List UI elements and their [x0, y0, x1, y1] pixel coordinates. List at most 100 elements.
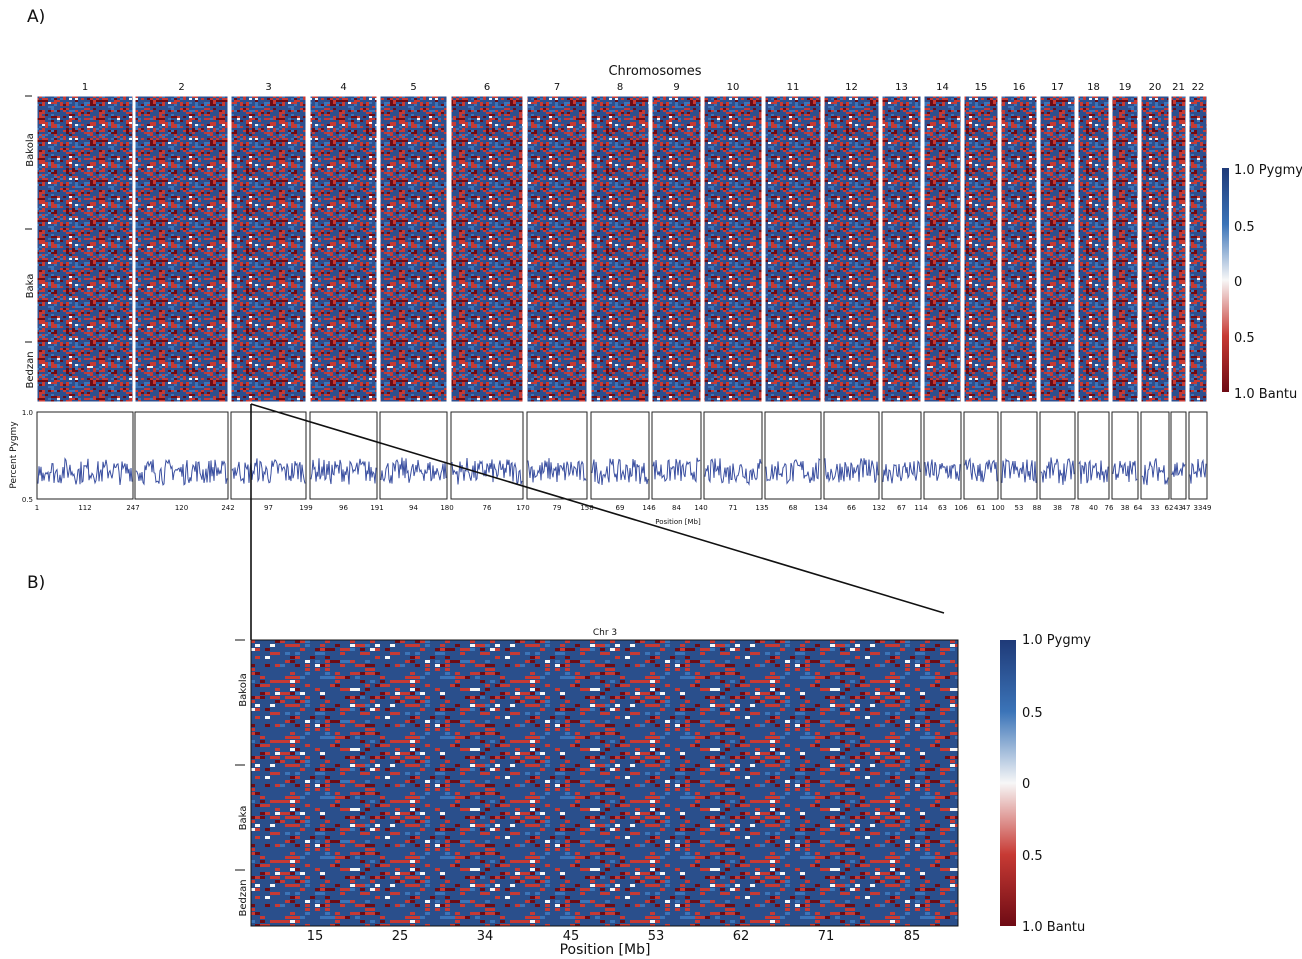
- chromosome-heatmap-15: [963, 95, 999, 403]
- chromosome-label: 11: [787, 82, 800, 93]
- chromosome-heatmap-4: [309, 95, 378, 403]
- chromosome-label: 15: [975, 82, 988, 93]
- percent-pygmy-line-22: [1189, 458, 1207, 484]
- position-tick-label: 66: [847, 504, 856, 512]
- chromosome-label: 7: [554, 82, 560, 93]
- chromosome-label: 18: [1087, 82, 1100, 93]
- percent-pygmy-line-18: [1078, 459, 1109, 484]
- chromosome-label: 6: [484, 82, 490, 93]
- percent-pygmy-line-4: [310, 458, 377, 485]
- percent-pygmy-line-21: [1171, 462, 1186, 477]
- position-tick-label: 76: [483, 504, 492, 512]
- chromosome-label: 4: [340, 82, 346, 93]
- position-tick-label: 191: [370, 504, 383, 512]
- chromosome-heatmap-2: [134, 95, 229, 403]
- chromosome-heatmap-5: [379, 95, 448, 403]
- position-tick-label: 199: [299, 504, 312, 512]
- position-tick-label: 146: [642, 504, 656, 512]
- colorbar-a-tick: 1.0 Pygmy: [1234, 163, 1302, 178]
- percent-pygmy-line-16: [1001, 458, 1037, 483]
- percent-pygmy-line-13: [882, 459, 921, 484]
- chr3-title: Chr 3: [593, 628, 617, 638]
- pop-label-bakola: Bakola: [238, 673, 249, 706]
- line-subplot-frame: [309, 411, 378, 500]
- chromosome-heatmap-6: [450, 95, 524, 403]
- line-subplot-frame: [1140, 411, 1170, 500]
- chromosome-label: 9: [673, 82, 679, 93]
- chromosome-heatmap-18: [1077, 95, 1110, 403]
- colorbar-b-tick: 0.5: [1022, 849, 1043, 864]
- chromosome-heatmap-20: [1140, 95, 1170, 403]
- chromosome-label: 21: [1172, 82, 1185, 93]
- percent-pygmy-line-12: [824, 458, 879, 483]
- chromosome-label: 16: [1013, 82, 1026, 93]
- line-subplot-frame: [1039, 411, 1076, 500]
- genome-heatmap: [36, 95, 1208, 403]
- position-tick-label: 61: [977, 504, 986, 512]
- colorbar-a-tick: 0.5: [1234, 220, 1255, 235]
- line-subplot-frame: [703, 411, 763, 500]
- percent-pygmy-ylabel: Percent Pygmy: [9, 421, 19, 489]
- position-tick-label: 79: [553, 504, 562, 512]
- percent-pygmy-line-19: [1112, 460, 1138, 483]
- percent-pygmy-panel: 1 112 247 120 242 97 199 96 191 94 180 76 170 79 158 69…: [35, 411, 1211, 512]
- population-labels-b: Bakola Baka Bedzan: [235, 639, 249, 917]
- chromosome-label: 13: [895, 82, 908, 93]
- position-tick-label: 33: [1194, 504, 1203, 512]
- line-subplot-frame: [36, 411, 134, 500]
- chr3-xtick-label: 15: [307, 929, 324, 944]
- chr3-xtick-label: 45: [563, 929, 580, 944]
- position-tick-label: 76: [1105, 504, 1114, 512]
- chromosome-heatmap-22: [1188, 95, 1208, 403]
- percent-pygmy-line-3: [231, 458, 306, 484]
- position-tick-label: 1: [35, 504, 39, 512]
- line-subplot-frame: [1077, 411, 1110, 500]
- position-tick-label: 170: [516, 504, 529, 512]
- chromosome-heatmap-8: [590, 95, 650, 403]
- position-tick-label: 38: [1121, 504, 1130, 512]
- line-subplot-frame: [1170, 411, 1187, 500]
- position-tick-label: 69: [616, 504, 625, 512]
- chr3-heatmap: [250, 639, 959, 927]
- chr3-xtick-label: 25: [392, 929, 409, 944]
- percent-pygmy-line-20: [1141, 458, 1169, 486]
- position-tick-label: 78: [1071, 504, 1080, 512]
- line-subplot-frame: [881, 411, 922, 500]
- line-subplot-frame: [1111, 411, 1139, 500]
- chromosome-heatmap-10: [703, 95, 763, 403]
- position-tick-label: 106: [954, 504, 968, 512]
- chromosome-heatmap-3: [230, 95, 307, 403]
- colorbar-b-gradient: [1000, 640, 1016, 926]
- chromosome-heatmap-9: [651, 95, 702, 403]
- chr3-xtick-label: 62: [733, 929, 750, 944]
- pop-label-bakola: Bakola: [25, 133, 36, 166]
- position-tick-label: 62: [1165, 504, 1174, 512]
- chromosome-heatmap-17: [1039, 95, 1076, 403]
- line-subplot-frame: [764, 411, 822, 500]
- colorbar-b-tick: 1.0 Bantu: [1022, 920, 1085, 935]
- line-subplot-frame: [823, 411, 880, 500]
- line-subplot-frame: [963, 411, 999, 500]
- position-tick-label: 114: [914, 504, 928, 512]
- pop-label-baka: Baka: [238, 806, 249, 831]
- position-tick-label: 247: [126, 504, 139, 512]
- position-tick-label: 120: [175, 504, 188, 512]
- chromosome-label: 5: [410, 82, 416, 93]
- position-tick-label: 94: [409, 504, 418, 512]
- colorbar-b-tick: 0: [1022, 777, 1030, 792]
- chromosome-label: 10: [727, 82, 740, 93]
- position-tick-label: 38: [1053, 504, 1062, 512]
- panel-b-label: B): [27, 573, 45, 593]
- position-tick-label: 97: [264, 504, 273, 512]
- position-xlabel-b: Position [Mb]: [560, 942, 651, 958]
- line-subplot-frame: [590, 411, 650, 500]
- colorbar-a-tick: 0: [1234, 275, 1242, 290]
- colorbar-b-tick: 1.0 Pygmy: [1022, 633, 1091, 648]
- colorbar-a-tick: 0.5: [1234, 331, 1255, 346]
- chr3-xtick-label: 85: [904, 929, 921, 944]
- panel-a-label: A): [27, 7, 45, 27]
- position-tick-label: 43: [1174, 504, 1183, 512]
- pop-label-baka: Baka: [25, 274, 36, 299]
- chromosomes-title: Chromosomes: [608, 64, 701, 79]
